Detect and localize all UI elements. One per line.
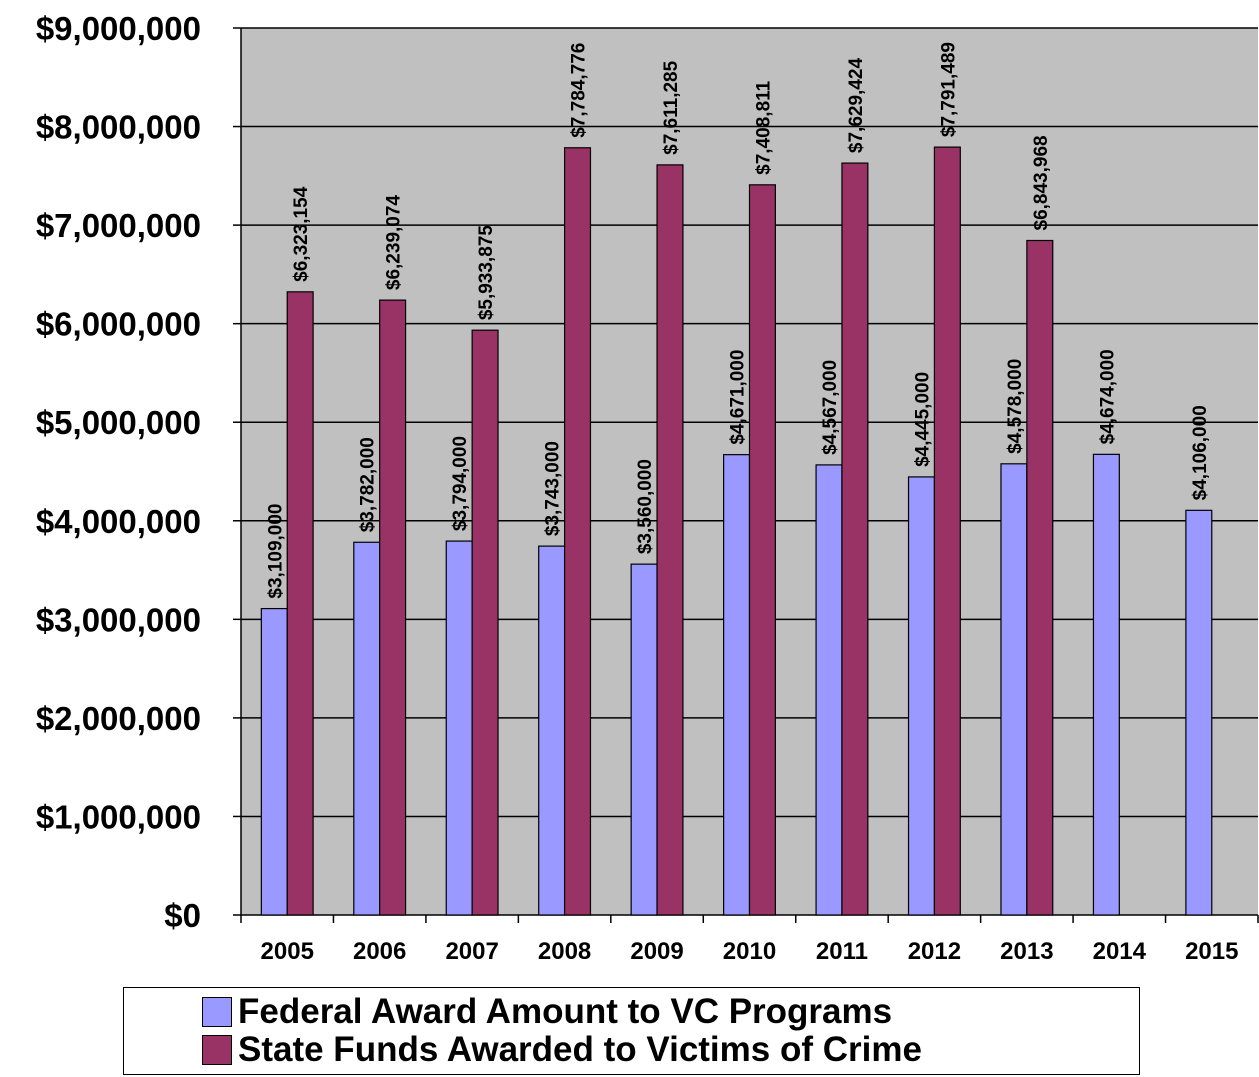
data-label: $4,445,000: [912, 372, 933, 467]
data-label: $4,567,000: [820, 360, 841, 455]
x-tick-label: 2013: [1000, 938, 1053, 965]
bar-federal: [1092, 453, 1120, 916]
data-label: $7,611,285: [661, 60, 682, 154]
bar-state: [1026, 239, 1054, 916]
bar-federal: [1000, 463, 1028, 916]
legend-label-state: State Funds Awarded to Victims of Crime: [238, 1030, 922, 1069]
x-tick-label: 2015: [1185, 938, 1238, 965]
y-tick-label: $9,000,000: [36, 10, 201, 47]
legend: Federal Award Amount to VC Programs Stat…: [123, 987, 1140, 1075]
bar-federal: [353, 541, 381, 916]
bar-federal: [815, 464, 843, 916]
data-label: $3,743,000: [543, 441, 564, 536]
bar-state: [286, 291, 314, 916]
bar-federal: [1185, 509, 1213, 916]
y-tick-label: $0: [164, 897, 201, 934]
bar-state: [471, 329, 499, 916]
bar-federal: [630, 563, 658, 916]
bar-chart: $0 $1,000,000 $2,000,000 $3,000,000 $4,000,0…: [36, 10, 1259, 965]
data-label: $3,560,000: [635, 459, 656, 554]
x-tick-label: 2010: [723, 938, 776, 965]
bar-state: [841, 162, 869, 916]
data-label: $6,239,074: [384, 195, 405, 291]
legend-swatch-federal: [202, 997, 232, 1027]
y-tick-label: $2,000,000: [36, 700, 201, 737]
bar-federal: [723, 454, 751, 916]
data-label: $5,933,875: [476, 225, 497, 321]
y-tick-label: $3,000,000: [36, 601, 201, 638]
bar-federal: [445, 540, 473, 916]
bar-state: [933, 146, 961, 916]
x-tick-label: 2006: [353, 938, 406, 965]
y-tick-label: $1,000,000: [36, 798, 201, 835]
data-label: $6,323,154: [291, 186, 312, 282]
bar-state: [563, 147, 592, 916]
data-label: $6,843,968: [1031, 135, 1052, 230]
bars: [260, 146, 1213, 916]
data-label: $7,629,424: [846, 58, 867, 154]
legend-item-federal: Federal Award Amount to VC Programs: [202, 992, 892, 1032]
x-tick-label: 2005: [261, 938, 314, 965]
data-label: $4,106,000: [1190, 405, 1211, 500]
bar-state: [748, 184, 776, 916]
x-tick-label: 2007: [445, 938, 498, 965]
bar-federal: [260, 607, 288, 916]
data-label: $4,671,000: [728, 350, 749, 445]
data-label: $7,784,776: [569, 43, 590, 138]
y-tick-label: $4,000,000: [36, 503, 201, 540]
legend-swatch-state: [202, 1035, 232, 1065]
x-tick-label: 2009: [630, 938, 683, 965]
legend-item-state: State Funds Awarded to Victims of Crime: [202, 1030, 922, 1070]
data-label: $7,408,811: [753, 80, 774, 174]
bar-state: [656, 164, 684, 916]
y-tick-label: $8,000,000: [36, 109, 201, 146]
y-tick-label: $6,000,000: [36, 306, 201, 343]
data-label: $3,109,000: [265, 503, 286, 598]
y-axis: $0 $1,000,000 $2,000,000 $3,000,000 $4,000,0…: [36, 10, 242, 934]
data-label: $7,791,489: [938, 42, 959, 137]
x-tick-label: 2014: [1093, 938, 1147, 965]
legend-label-federal: Federal Award Amount to VC Programs: [238, 992, 893, 1031]
x-tick-label: 2012: [908, 938, 961, 965]
data-label: $3,794,000: [450, 436, 471, 531]
x-tick-label: 2008: [538, 938, 591, 965]
data-label: $4,674,000: [1097, 349, 1118, 444]
bar-federal: [538, 545, 566, 916]
bar-federal: [907, 476, 936, 916]
x-tick-label: 2011: [816, 938, 868, 965]
data-label: $4,578,000: [1005, 359, 1026, 454]
x-axis: 2005 2006 2007 2008 2009 2010 2011 2012 2013 2014…: [240, 914, 1259, 965]
y-tick-label: $7,000,000: [36, 207, 201, 244]
bar-state: [379, 299, 407, 916]
data-label: $3,782,000: [358, 437, 379, 532]
data-labels: $3,109,000 $3,782,000 $3,794,000 $3,743,000…: [265, 42, 1211, 599]
y-tick-label: $5,000,000: [36, 404, 201, 441]
